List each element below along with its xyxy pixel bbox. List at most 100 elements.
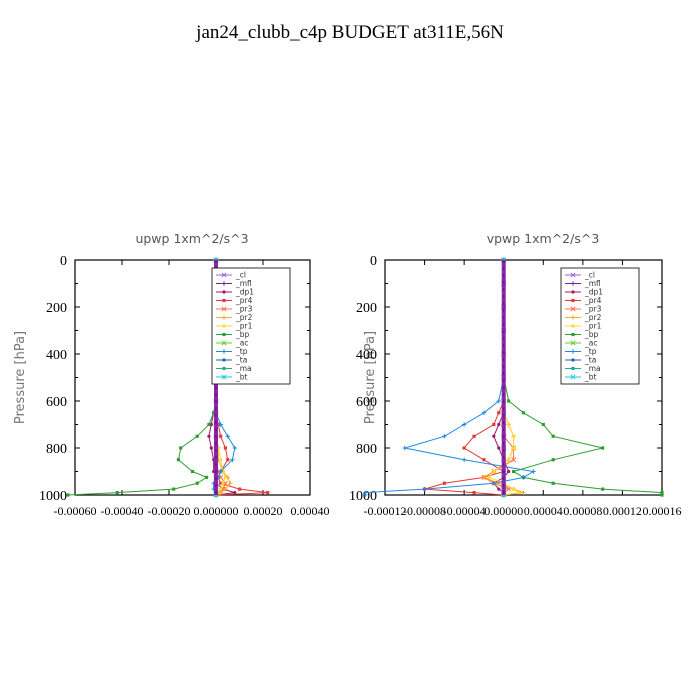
y-tick-label: 1000 bbox=[349, 489, 377, 504]
series-marker bbox=[195, 434, 199, 438]
legend-label: _bp bbox=[235, 330, 250, 339]
series-marker bbox=[512, 469, 516, 474]
series-marker bbox=[497, 422, 501, 427]
legend-label: _tp bbox=[584, 347, 597, 356]
series-tp bbox=[363, 257, 536, 498]
series-marker bbox=[492, 422, 496, 427]
legend-label: _bt bbox=[584, 373, 597, 382]
series-marker bbox=[472, 434, 476, 438]
series-marker bbox=[571, 332, 575, 337]
series-marker bbox=[442, 481, 446, 485]
series-marker bbox=[422, 486, 427, 492]
series-marker bbox=[570, 272, 576, 278]
series-marker bbox=[461, 422, 467, 427]
series-marker bbox=[507, 469, 511, 474]
series-marker bbox=[521, 490, 526, 495]
legend-label: _bp bbox=[584, 330, 599, 339]
series-marker bbox=[237, 487, 242, 491]
series-marker bbox=[225, 434, 230, 439]
series-marker bbox=[219, 458, 223, 462]
legend-label: _ma bbox=[584, 364, 601, 373]
series-marker bbox=[570, 306, 576, 312]
x-tick-label: -0.00020 bbox=[148, 504, 191, 518]
x-tick-label: 0.00016 bbox=[643, 504, 682, 518]
x-tick-label: 0.000000 bbox=[194, 504, 239, 518]
series-marker bbox=[516, 491, 521, 495]
series-marker bbox=[551, 481, 555, 485]
series-marker bbox=[223, 475, 227, 479]
series-marker bbox=[482, 458, 486, 462]
legend-label: _pr3 bbox=[235, 305, 253, 314]
y-tick-label: 600 bbox=[46, 395, 67, 410]
x-tick-label: 0.00020 bbox=[244, 504, 283, 518]
x-tick-label: -0.00004 bbox=[443, 504, 486, 518]
y-tick-label: 200 bbox=[46, 301, 67, 316]
series-marker bbox=[219, 434, 223, 438]
series-marker bbox=[222, 324, 226, 328]
y-tick-label: 800 bbox=[46, 442, 67, 457]
x-tick-label: -0.00012 bbox=[364, 504, 407, 518]
series-marker bbox=[570, 374, 576, 380]
legend-label: _pr1 bbox=[235, 322, 253, 331]
series-marker bbox=[230, 457, 235, 462]
series-marker bbox=[497, 487, 501, 491]
y-tick-label: 800 bbox=[356, 442, 377, 457]
series-marker bbox=[190, 469, 195, 474]
legend-label: _cl bbox=[584, 271, 595, 280]
x-tick-label: -0.00060 bbox=[54, 504, 97, 518]
series-marker bbox=[222, 366, 226, 371]
series-marker bbox=[570, 349, 576, 354]
series-marker bbox=[172, 487, 176, 491]
series-marker bbox=[571, 324, 575, 328]
series-marker bbox=[233, 491, 237, 495]
chart-panel-2: vpwp 1xm^2/s^3 Pressure [hPa] 0 200 400 600 80… bbox=[349, 231, 682, 518]
series-marker bbox=[223, 486, 228, 492]
legend: _cl_mfl_dp1_pr4_pr3_pr2_pr1_bp_ac_tp_ta_… bbox=[560, 267, 640, 385]
series-marker bbox=[221, 469, 225, 474]
x-tick-label: 0.00008 bbox=[563, 504, 602, 518]
legend-label: _ta bbox=[584, 356, 596, 365]
series-marker bbox=[442, 434, 447, 439]
panel-title: vpwp 1xm^2/s^3 bbox=[487, 231, 600, 246]
series-marker bbox=[402, 445, 407, 451]
series-marker bbox=[226, 458, 230, 462]
series-marker bbox=[660, 491, 664, 495]
series-marker bbox=[472, 491, 476, 495]
series-marker bbox=[227, 481, 233, 486]
legend-label: _ac bbox=[235, 339, 248, 348]
series-marker bbox=[497, 411, 501, 415]
y-tick-label: 0 bbox=[60, 254, 67, 269]
series-marker bbox=[209, 446, 213, 450]
series-marker bbox=[221, 281, 227, 286]
series-marker bbox=[601, 446, 605, 450]
legend-label: _dp1 bbox=[584, 288, 603, 297]
series-marker bbox=[232, 445, 237, 451]
series-marker bbox=[496, 398, 501, 404]
series-marker bbox=[512, 446, 516, 450]
series-marker bbox=[492, 434, 496, 438]
series-marker bbox=[176, 458, 180, 462]
series-marker bbox=[497, 446, 501, 450]
series-marker bbox=[551, 434, 555, 438]
y-tick-label: 400 bbox=[356, 348, 377, 363]
series-marker bbox=[207, 422, 211, 427]
series-marker bbox=[461, 457, 467, 462]
series-marker bbox=[219, 481, 223, 485]
series-marker bbox=[507, 399, 511, 403]
page-title: jan24_clubb_c4p BUDGET at311E,56N bbox=[196, 22, 504, 43]
series-marker bbox=[571, 358, 575, 362]
series-marker bbox=[221, 349, 227, 354]
legend-label: _mfl bbox=[584, 279, 601, 288]
series-marker bbox=[512, 434, 516, 438]
series-marker bbox=[511, 457, 517, 463]
series-marker bbox=[222, 298, 226, 303]
series-marker bbox=[571, 366, 575, 371]
y-axis-label: Pressure [hPa] bbox=[13, 331, 28, 424]
series-marker bbox=[570, 315, 576, 320]
chart-panel-1: upwp 1xm^2/s^3 Pressure [hPa] 0 200 400 600 80… bbox=[13, 231, 330, 518]
series-line bbox=[67, 260, 217, 496]
series-marker bbox=[660, 493, 664, 497]
series-marker bbox=[212, 411, 216, 415]
legend-label: _pr2 bbox=[584, 313, 602, 322]
